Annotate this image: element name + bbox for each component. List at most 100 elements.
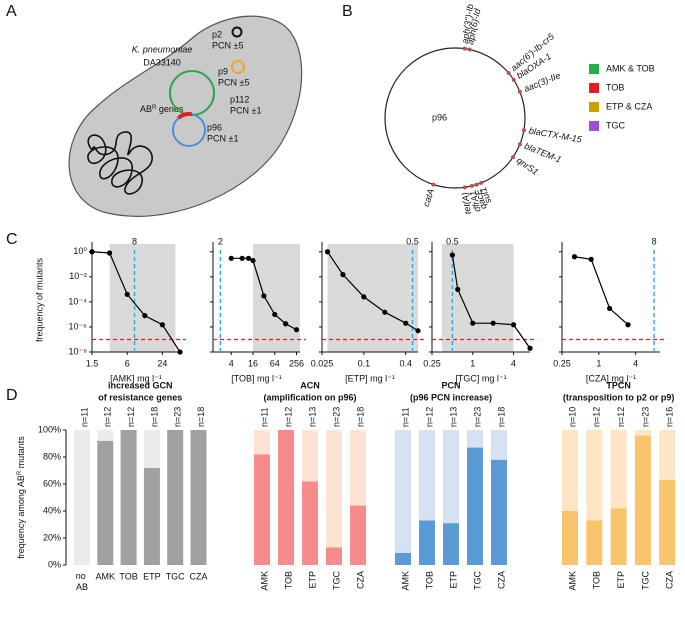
gene-label: blaCTX-M-15: [528, 125, 583, 144]
data-point: [142, 313, 148, 319]
data-point: [455, 286, 461, 292]
n-label: n=11: [400, 407, 410, 427]
bar-segment: [467, 447, 483, 565]
bar-segment: [254, 430, 270, 455]
data-point: [490, 320, 496, 326]
chart-title: increased GCN: [108, 380, 173, 390]
gene-locus: [469, 183, 474, 188]
bar-segment: [491, 430, 507, 460]
n-label: n=12: [103, 407, 113, 427]
plasmid-name: p96: [207, 122, 222, 132]
legend-swatch: [589, 121, 599, 131]
x-tick-label: 0.025: [311, 358, 334, 368]
x-tick-label: CZA: [665, 571, 675, 589]
bar-segment: [395, 430, 411, 553]
n-label: n=23: [640, 407, 650, 427]
x-axis-label: [CZA] mg l⁻¹: [586, 373, 636, 383]
x-tick-label: TOB: [424, 571, 434, 589]
gene-locus: [521, 128, 526, 133]
x-tick-label: ETP: [143, 571, 161, 581]
x-tick-label: AMK: [567, 571, 577, 591]
x-tick-label-line: AB: [76, 582, 88, 592]
genes-label-text: AB: [140, 104, 152, 114]
gene-locus: [474, 182, 479, 187]
x-tick-label: no AB: [76, 571, 89, 592]
legend-label: ETP & CZA: [606, 101, 652, 111]
x-tick-label: 16: [248, 358, 258, 368]
x-tick-label: 0.1: [358, 358, 371, 368]
y-axis-label-text: frequency among AB: [16, 475, 26, 559]
n-label: n=16: [665, 407, 675, 427]
panel-label: B: [342, 3, 353, 20]
plasmid-name: p2: [212, 29, 222, 39]
bar-segment: [419, 430, 435, 521]
chart-title: PCN: [441, 380, 460, 390]
genes-label-rest: genes: [156, 104, 184, 114]
organism: K. pneumoniae: [132, 44, 193, 54]
data-point: [361, 294, 367, 300]
x-tick-label: AMK: [400, 571, 410, 591]
legend-swatch: [589, 102, 599, 112]
x-tick-label: 64: [270, 358, 280, 368]
n-label: n=18: [149, 407, 159, 427]
x-tick-label: TOB: [283, 571, 293, 589]
data-point: [250, 257, 256, 264]
data-point: [293, 327, 300, 333]
x-tick-label: 0.25: [423, 358, 441, 368]
data-line: [451, 254, 531, 349]
gene-locus: [506, 71, 511, 76]
plasmid-map: [384, 47, 526, 189]
gene-label: tet(A): [460, 192, 473, 215]
bar-segment: [467, 430, 483, 448]
plasmid: [231, 60, 245, 74]
n-label: n=12: [424, 407, 434, 427]
plasmid-pcn: PCN ±5: [212, 40, 243, 50]
n-label: n=12: [283, 407, 293, 427]
x-tick-label: TGC: [640, 571, 650, 590]
plasmid-pcn: PCN ±5: [218, 77, 249, 87]
bar-segment: [97, 430, 114, 441]
data-point: [159, 322, 165, 328]
chart-title: TPCN: [606, 380, 631, 390]
breakpoint-label: 2: [218, 236, 223, 246]
y-tick-label: 10⁻²: [69, 271, 87, 281]
bar-segment: [120, 430, 137, 565]
data-point: [470, 320, 476, 326]
x-tick-label: 6: [125, 358, 130, 368]
gene-locus: [467, 47, 472, 52]
breakpoint-label: 8: [132, 236, 137, 246]
data-point: [510, 322, 517, 328]
y-axis-label: frequency among ABR mutants: [16, 436, 26, 559]
data-point: [124, 291, 130, 297]
bar-segment: [659, 430, 676, 480]
breakpoint-label: 0.5: [406, 236, 419, 246]
y-tick-label: 10⁻⁴: [68, 296, 87, 306]
bar-segment: [278, 430, 294, 565]
x-tick-label: TGC: [166, 571, 185, 581]
y-tick-label: 0%: [48, 559, 61, 569]
y-tick-label: 40%: [43, 505, 61, 515]
x-tick-label: TGC: [472, 571, 482, 590]
bar-segment: [350, 505, 366, 565]
chart-title: of resistance genes: [98, 392, 182, 402]
bar-segment: [634, 430, 651, 436]
chart-title: (amplification on p96): [263, 392, 356, 402]
gene-locus: [431, 182, 436, 187]
data-point: [607, 305, 613, 312]
y-tick-label: 80%: [43, 451, 61, 461]
n-label: n=12: [126, 407, 136, 427]
n-label: n=11: [79, 407, 89, 427]
plasmid-name: p96: [432, 112, 447, 122]
x-tick-label: CZA: [190, 571, 208, 581]
n-label: n=23: [331, 407, 341, 427]
bar-segment: [586, 520, 603, 565]
x-tick-label: 24: [157, 358, 167, 368]
x-tick-label: 1.5: [86, 358, 99, 368]
data-point: [89, 249, 95, 255]
x-tick-label: ETP: [616, 571, 626, 589]
x-axis-label: [TGC] mg l⁻¹: [455, 373, 506, 383]
data-point: [272, 311, 278, 318]
data-point: [403, 320, 409, 326]
gene-locus: [479, 180, 484, 185]
y-axis-label-sup: R: [17, 470, 23, 475]
